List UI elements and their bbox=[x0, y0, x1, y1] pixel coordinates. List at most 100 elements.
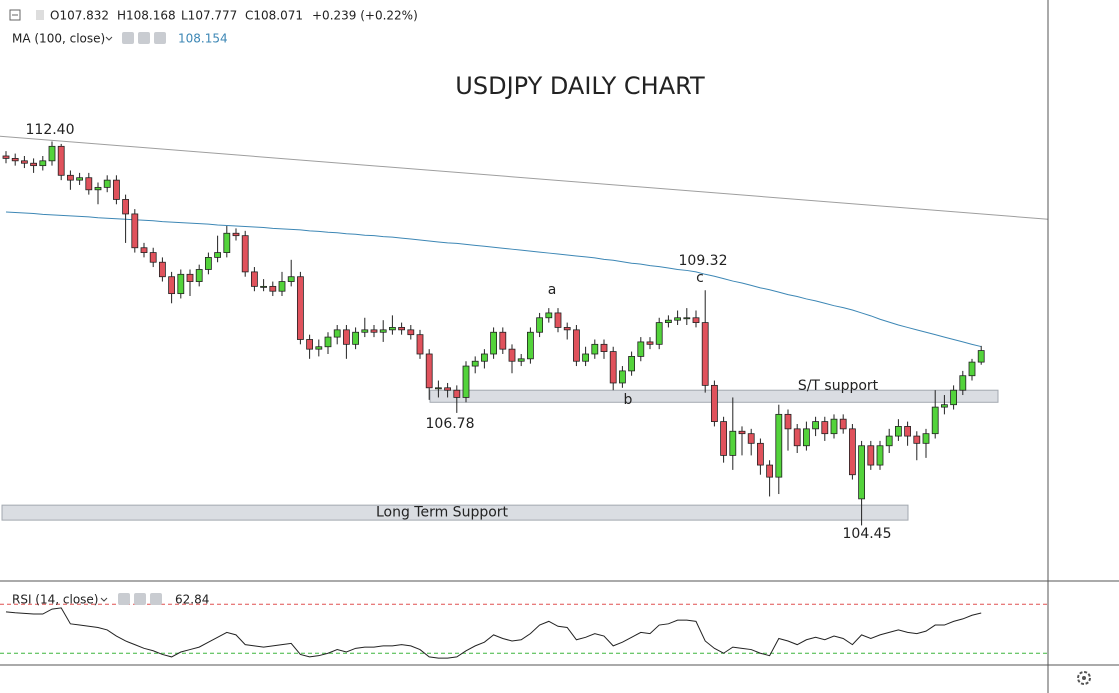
candle-body bbox=[517, 358, 525, 362]
candle-body bbox=[793, 428, 801, 447]
candle-body bbox=[922, 433, 930, 444]
candle-body bbox=[250, 271, 258, 287]
candle-body bbox=[296, 276, 304, 340]
candle-body bbox=[563, 327, 571, 331]
symbol-icon[interactable] bbox=[36, 10, 44, 20]
candle-body bbox=[195, 269, 203, 282]
open-value: O107.832 bbox=[50, 9, 109, 23]
candle-body bbox=[720, 421, 727, 456]
candle-body bbox=[729, 430, 737, 456]
close-value: C108.071 bbox=[245, 9, 303, 23]
candle-body bbox=[646, 341, 654, 345]
candle-body bbox=[655, 322, 663, 345]
candle-body bbox=[490, 331, 498, 355]
candle-body bbox=[941, 404, 948, 408]
candle-body bbox=[140, 247, 148, 253]
candle-body bbox=[554, 312, 562, 328]
ma-settings-icon[interactable] bbox=[138, 32, 150, 44]
candle-body bbox=[48, 145, 56, 162]
support-zone-label: S/T support bbox=[798, 378, 879, 394]
candle-body bbox=[223, 232, 231, 253]
candle-body bbox=[701, 322, 709, 386]
price-annotation: 109.32 bbox=[679, 253, 728, 269]
candle-body bbox=[775, 413, 783, 478]
rsi-last-value: 62.84 bbox=[175, 593, 209, 607]
settings-gear[interactable] bbox=[1077, 671, 1091, 685]
ma-remove-icon[interactable] bbox=[154, 32, 166, 44]
low-value: L107.777 bbox=[181, 9, 237, 23]
moving-average-line bbox=[5, 211, 982, 348]
ma-last-value: 108.154 bbox=[178, 32, 228, 46]
rsi-settings-icon[interactable] bbox=[134, 593, 146, 605]
candle-body bbox=[738, 430, 746, 435]
candle-body bbox=[287, 276, 295, 282]
price-annotation: 104.45 bbox=[843, 526, 892, 542]
candle-body bbox=[885, 435, 893, 447]
candle-body bbox=[674, 317, 681, 321]
candle-body bbox=[867, 445, 875, 466]
settings-gear-hub bbox=[1082, 676, 1086, 680]
candle-body bbox=[665, 319, 672, 323]
candle-body bbox=[158, 261, 166, 278]
candle-body bbox=[76, 177, 83, 181]
candle-body bbox=[462, 365, 470, 398]
candle-body bbox=[573, 329, 580, 362]
candle-body bbox=[30, 162, 38, 167]
candle-body bbox=[959, 375, 967, 391]
candle-body bbox=[619, 370, 626, 384]
candle-body bbox=[471, 360, 479, 367]
ma-legend[interactable]: MA (100, close) bbox=[12, 32, 105, 46]
candle-body bbox=[609, 351, 617, 384]
collapse-icon[interactable] bbox=[9, 9, 21, 21]
chart-title: USDJPY DAILY CHART bbox=[455, 72, 705, 100]
candle-body bbox=[453, 389, 461, 398]
candle-body bbox=[204, 257, 212, 270]
candle-body bbox=[600, 343, 608, 352]
candle-body bbox=[444, 387, 452, 391]
candle-body bbox=[711, 384, 718, 422]
candle-body bbox=[113, 179, 120, 200]
candle-body bbox=[931, 406, 939, 435]
candle-body bbox=[370, 329, 378, 333]
candle-body bbox=[407, 329, 415, 336]
candle-body bbox=[306, 339, 314, 350]
price-annotation: b bbox=[624, 392, 633, 408]
candle-body bbox=[821, 421, 829, 435]
rsi-visibility-icon[interactable] bbox=[118, 593, 130, 605]
candle-body bbox=[260, 285, 268, 288]
marks-layer bbox=[0, 135, 1049, 659]
candle-body bbox=[895, 426, 902, 437]
candle-body bbox=[2, 155, 10, 159]
candle-body bbox=[692, 317, 700, 323]
candle-body bbox=[803, 428, 810, 447]
candle-body bbox=[85, 177, 93, 191]
candle-body bbox=[39, 160, 47, 167]
candle-body bbox=[683, 317, 691, 320]
candle-body bbox=[232, 232, 240, 237]
candle-body bbox=[149, 252, 157, 263]
rsi-legend[interactable]: RSI (14, close) bbox=[12, 593, 98, 607]
candle-body bbox=[241, 235, 249, 273]
candle-body bbox=[278, 281, 286, 292]
rsi-line bbox=[5, 607, 982, 659]
candle-body bbox=[57, 145, 65, 176]
candle-body bbox=[812, 421, 819, 430]
ma-visibility-icon[interactable] bbox=[122, 32, 134, 44]
candle-body bbox=[628, 356, 635, 372]
rsi-remove-icon[interactable] bbox=[150, 593, 162, 605]
trendline bbox=[0, 135, 1049, 220]
candle-body bbox=[186, 273, 194, 282]
candle-body bbox=[977, 350, 985, 363]
candle-body bbox=[757, 442, 764, 466]
candle-body bbox=[536, 317, 543, 333]
candle-body bbox=[480, 353, 488, 362]
candle-body bbox=[333, 329, 341, 338]
candle-body bbox=[103, 179, 111, 188]
candle-body bbox=[876, 445, 884, 466]
ma-menu-chevron[interactable] bbox=[105, 36, 113, 41]
candle-body bbox=[527, 331, 534, 360]
rsi-menu-chevron[interactable] bbox=[100, 597, 108, 602]
candle-body bbox=[168, 276, 176, 295]
